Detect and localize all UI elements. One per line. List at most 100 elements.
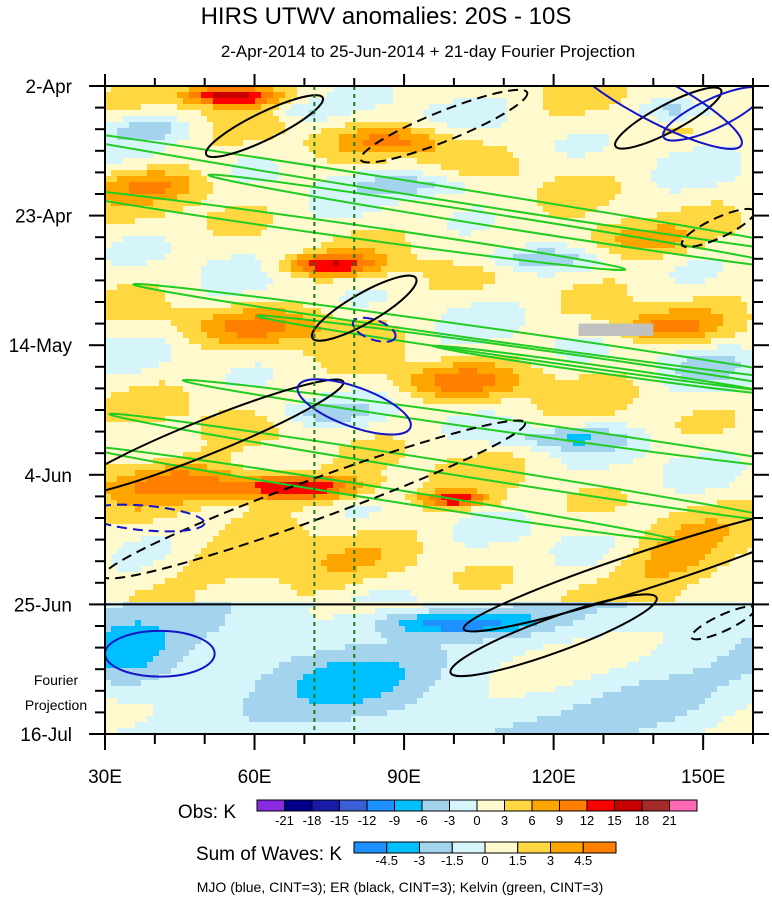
heat-cell	[309, 104, 316, 111]
heat-cell	[159, 110, 166, 117]
heat-cell	[291, 338, 298, 345]
heat-cell	[261, 128, 268, 135]
heat-cell	[519, 176, 526, 183]
heat-cell	[273, 278, 280, 285]
heat-cell	[369, 194, 376, 201]
heat-cell	[105, 218, 112, 225]
heat-cell	[207, 338, 214, 345]
heat-cell	[531, 86, 538, 93]
heat-cell	[687, 200, 694, 207]
heat-cell	[249, 134, 256, 141]
heat-cell	[183, 350, 190, 357]
heat-cell	[171, 302, 178, 309]
heat-cell	[201, 248, 208, 255]
heat-cell	[285, 194, 292, 201]
heat-cell	[297, 206, 304, 213]
heat-cell	[141, 308, 148, 315]
heat-cell	[705, 230, 712, 237]
heat-cell	[405, 110, 412, 117]
heat-cell	[741, 92, 748, 99]
heat-cell	[159, 224, 166, 231]
heat-cell	[207, 362, 214, 369]
heat-cell	[195, 128, 202, 135]
heat-cell	[345, 218, 352, 225]
heat-cell	[603, 272, 610, 279]
heat-cell	[111, 206, 118, 213]
heat-cell	[339, 326, 346, 333]
heat-cell	[519, 182, 526, 189]
heat-cell	[189, 248, 196, 255]
heat-cell	[261, 140, 268, 147]
heat-cell	[183, 104, 190, 111]
heat-cell	[495, 164, 502, 171]
heat-cell	[219, 326, 226, 333]
heat-cell	[645, 92, 652, 99]
heat-cell	[321, 188, 328, 195]
heat-cell	[633, 248, 640, 255]
heat-cell	[639, 206, 646, 213]
heat-cell	[735, 116, 742, 123]
heat-cell	[159, 98, 166, 105]
heat-cell	[453, 314, 460, 321]
heat-cell	[423, 122, 430, 129]
heat-cell	[261, 242, 268, 249]
heat-cell	[741, 320, 748, 327]
heat-cell	[729, 302, 736, 309]
heat-cell	[123, 164, 130, 171]
heat-cell	[195, 158, 202, 165]
heat-cell	[549, 128, 556, 135]
heat-cell	[393, 92, 400, 99]
heat-cell	[531, 338, 538, 345]
heat-cell	[357, 296, 364, 303]
heat-cell	[135, 212, 142, 219]
heat-cell	[471, 314, 478, 321]
heat-cell	[453, 242, 460, 249]
heat-cell	[117, 230, 124, 237]
heat-cell	[435, 200, 442, 207]
heat-cell	[525, 272, 532, 279]
heat-cell	[597, 134, 604, 141]
heat-cell	[579, 356, 586, 363]
heat-cell	[111, 164, 118, 171]
heat-cell	[429, 140, 436, 147]
heat-cell	[561, 158, 568, 165]
heat-cell	[645, 212, 652, 219]
heat-cell	[333, 200, 340, 207]
heat-cell	[495, 308, 502, 315]
heat-cell	[225, 182, 232, 189]
heat-cell	[525, 104, 532, 111]
heat-cell	[513, 176, 520, 183]
heat-cell	[681, 200, 688, 207]
heat-cell	[555, 284, 562, 291]
heat-cell	[747, 344, 753, 351]
heat-cell	[597, 278, 604, 285]
heat-cell	[609, 248, 616, 255]
heat-cell	[537, 290, 544, 297]
heat-cell	[273, 152, 280, 159]
heat-cell	[189, 194, 196, 201]
heat-cell	[201, 188, 208, 195]
heat-cell	[267, 200, 274, 207]
heat-cell	[489, 152, 496, 159]
heat-cell	[255, 302, 262, 309]
heat-cell	[333, 260, 340, 267]
heat-cell	[117, 206, 124, 213]
heat-cell	[459, 296, 466, 303]
heat-cell	[651, 338, 658, 345]
heat-cell	[339, 146, 346, 153]
heat-cell	[561, 224, 568, 231]
heat-cell	[129, 182, 136, 189]
heat-cell	[165, 188, 172, 195]
heat-cell	[621, 236, 628, 243]
heat-cell	[411, 308, 418, 315]
heat-cell	[591, 230, 598, 237]
heat-cell	[105, 122, 112, 129]
heat-cell	[201, 332, 208, 339]
heat-cell	[171, 344, 178, 351]
heat-cell	[213, 254, 220, 261]
heat-cell	[279, 248, 286, 255]
heat-cell	[411, 152, 418, 159]
heat-cell	[591, 146, 598, 153]
heat-cell	[603, 176, 610, 183]
heat-cell	[585, 152, 592, 159]
